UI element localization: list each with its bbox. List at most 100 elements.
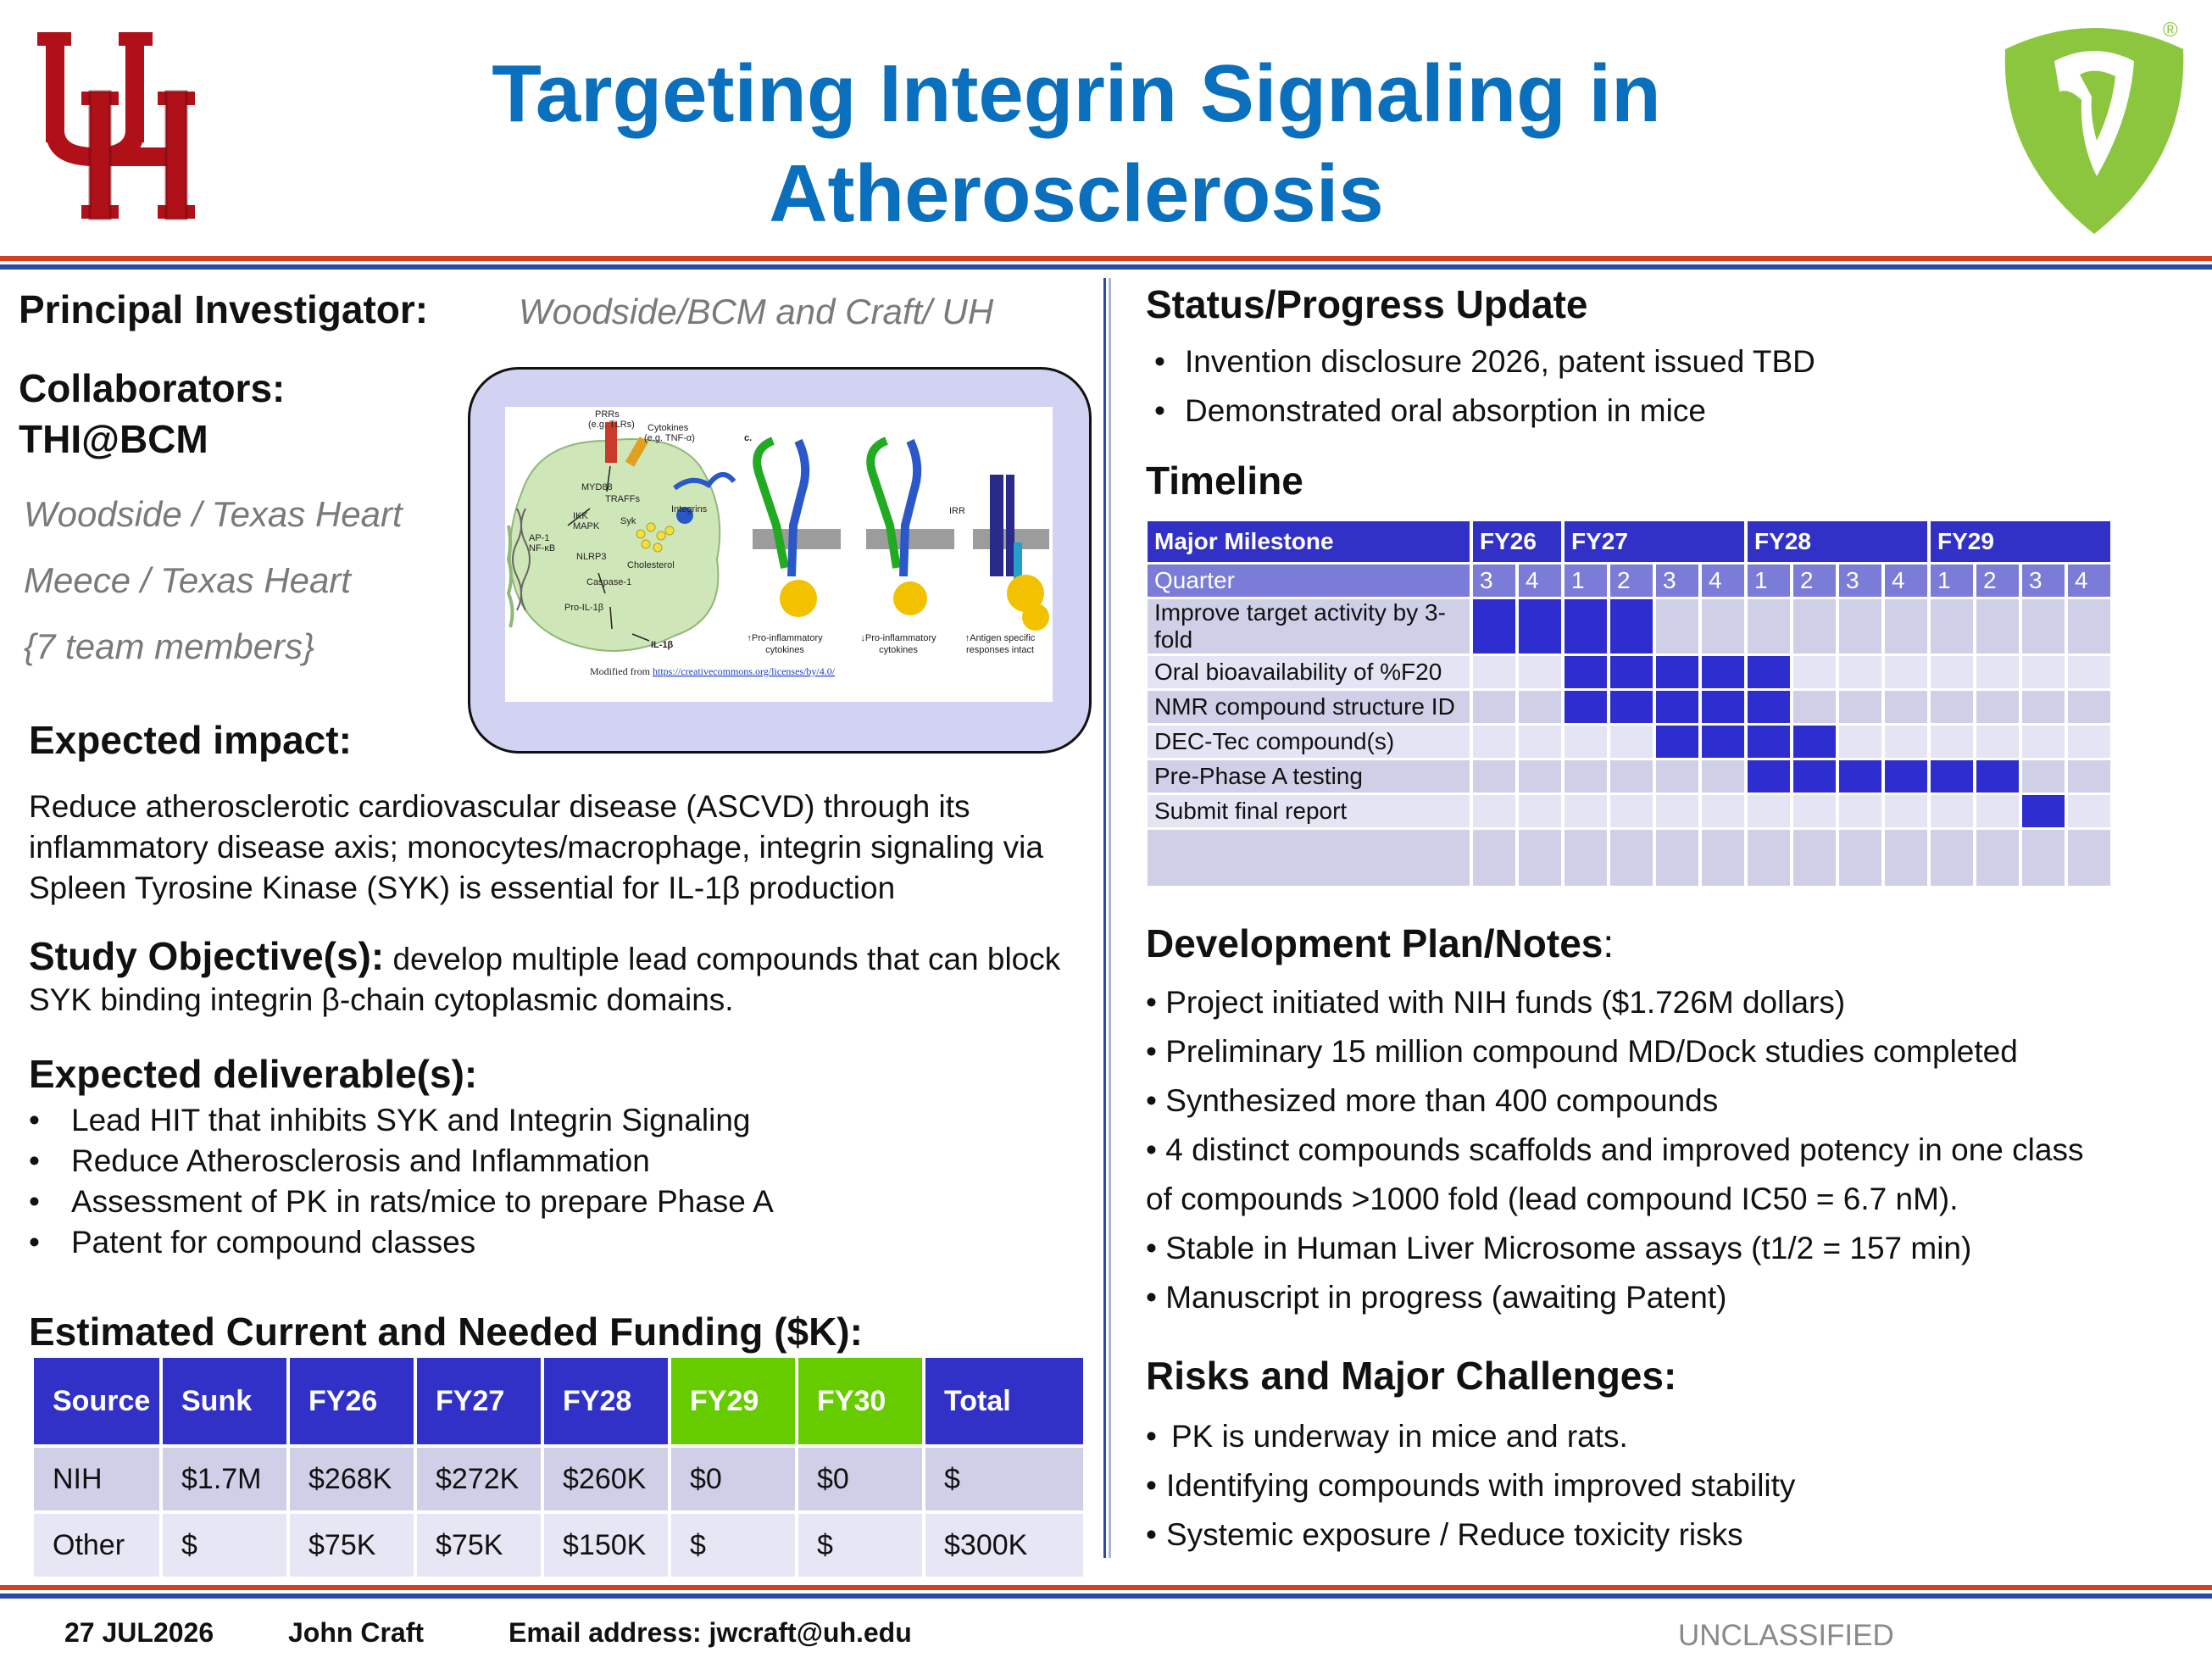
integrin-pathway-diagram-icon: PRRs (e.g. TLRs) Cytokines (e.g. TNF-α) … <box>506 409 1049 677</box>
funding-cell: $ <box>163 1514 286 1577</box>
milestone-active-cell <box>1565 599 1607 654</box>
milestone-row: Submit final report <box>1148 795 2110 827</box>
milestone-cell <box>1473 726 1515 758</box>
milestone-label: Improve target activity by 3-fold <box>1148 599 1470 654</box>
milestone-active-cell <box>1565 691 1607 723</box>
quarter-cell: 2 <box>1610 565 1653 597</box>
pi-label: Principal Investigator: <box>19 287 429 331</box>
milestone-cell <box>1656 599 1698 654</box>
funding-header-row: Source Sunk FY26 FY27 FY28 FY29 FY30 Tot… <box>34 1358 1083 1444</box>
milestone-label: Oral bioavailability of %F20 <box>1148 656 1470 688</box>
fig-label-nfkb: NF-κB <box>529 543 555 553</box>
fig-caption-1a: ↑Pro-inflammatory <box>747 633 823 643</box>
milestone-cell <box>1839 599 1881 654</box>
timeline-table: Major Milestone FY26 FY27 FY28 FY29 Quar… <box>1144 519 2114 888</box>
funding-cell: $ <box>925 1448 1083 1510</box>
milestone-cell <box>1885 795 1927 827</box>
milestone-cell <box>2022 760 2065 793</box>
funding-header-cell: FY30 <box>798 1358 922 1444</box>
fig-label-caspase: Caspase-1 <box>586 577 631 587</box>
funding-cell: $0 <box>671 1448 795 1510</box>
milestone-cell <box>1885 656 1927 688</box>
dev-item: • Project initiated with NIH funds ($1.7… <box>1146 985 1846 1020</box>
milestone-cell <box>1839 830 1881 886</box>
risk-item: Systemic exposure / Reduce toxicity risk… <box>1146 1510 2197 1560</box>
fig-label-proil: Pro-IL-1β <box>564 603 603 613</box>
milestone-active-cell <box>1519 599 1561 654</box>
pi-value: Woodside/BCM and Craft/ UH <box>519 292 994 331</box>
milestone-cell <box>1793 656 1836 688</box>
milestone-cell <box>1748 795 1790 827</box>
status-list: Invention disclosure 2026, patent issued… <box>1154 337 2171 436</box>
milestone-cell <box>1473 795 1515 827</box>
funding-header-cell: FY27 <box>417 1358 541 1444</box>
milestone-cell <box>1793 691 1836 723</box>
milestone-cell <box>1702 599 1744 654</box>
page-title-line1: Targeting Integrin Signaling in <box>492 48 1661 139</box>
milestone-row: Oral bioavailability of %F20 <box>1148 656 2110 688</box>
milestone-active-cell <box>1473 599 1515 654</box>
milestone-cell <box>1702 760 1744 793</box>
milestone-cell <box>1976 691 2019 723</box>
milestone-active-cell <box>1793 726 1836 758</box>
fig-label-traffs: TRAFFs <box>605 494 640 504</box>
milestone-cell <box>2022 691 2065 723</box>
risk-item: Identifying compounds with improved stab… <box>1146 1461 2197 1510</box>
quarter-label: Quarter <box>1148 565 1470 597</box>
timeline-year-cell: FY28 <box>1748 521 1927 562</box>
quarter-cell: 4 <box>2068 565 2110 597</box>
milestone-active-cell <box>2022 795 2065 827</box>
footer-name: John Craft <box>288 1617 424 1648</box>
deliverable-item: Assessment of PK in rats/mice to prepare… <box>29 1182 1088 1222</box>
funding-cell: $268K <box>290 1448 414 1510</box>
footer-date: 27 JUL2026 <box>64 1617 214 1648</box>
milestone-cell <box>1839 691 1881 723</box>
fig-label-cytokines: Cytokines <box>647 423 689 433</box>
milestone-label: DEC-Tec compound(s) <box>1148 726 1470 758</box>
milestone-active-cell <box>1748 691 1790 723</box>
fig-caption-3b: responses intact <box>966 645 1034 655</box>
funding-header-cell: FY29 <box>671 1358 795 1444</box>
timeline-year-cell: FY26 <box>1473 521 1561 562</box>
funding-table: Source Sunk FY26 FY27 FY28 FY29 FY30 Tot… <box>31 1354 1087 1580</box>
funding-header-cell: FY28 <box>544 1358 668 1444</box>
dev-label-block: Development Plan/Notes: <box>1146 920 1614 966</box>
milestone-cell <box>1656 830 1698 886</box>
milestone-cell <box>2068 726 2110 758</box>
milestone-active-cell <box>1748 726 1790 758</box>
dev-item: • Synthesized more than 400 compounds <box>1146 1083 1719 1118</box>
milestone-row: NMR compound structure ID <box>1148 691 2110 723</box>
quarter-cell: 2 <box>1976 565 2019 597</box>
milestone-active-cell <box>1793 760 1836 793</box>
impact-text: Reduce atherosclerotic cardiovascular di… <box>29 789 1043 905</box>
objective-block: Study Objective(s): develop multiple lea… <box>29 936 1088 1021</box>
quarter-cell: 1 <box>1748 565 1790 597</box>
funding-cell: $150K <box>544 1514 668 1577</box>
fig-label-cholesterol: Cholesterol <box>627 560 675 570</box>
milestone-cell <box>1793 830 1836 886</box>
milestone-cell <box>1519 726 1561 758</box>
milestone-active-cell <box>1976 760 2019 793</box>
milestone-cell <box>1656 795 1698 827</box>
quarter-cell: 3 <box>2022 565 2065 597</box>
milestone-cell <box>1931 830 1973 886</box>
funding-cell: $ <box>798 1514 922 1577</box>
milestone-active-cell <box>1885 760 1927 793</box>
milestone-cell <box>1610 760 1653 793</box>
fig-credit-link[interactable]: https://creativecommons.org/licenses/by/… <box>653 665 836 677</box>
funding-header-cell: Total <box>925 1358 1083 1444</box>
milestone-label: NMR compound structure ID <box>1148 691 1470 723</box>
timeline-year-cell: FY27 <box>1565 521 1744 562</box>
collaborator-item: Meece / Texas Heart <box>24 560 351 600</box>
milestone-cell <box>1473 830 1515 886</box>
footer-email: Email address: jwcraft@uh.edu <box>509 1617 912 1648</box>
collaborator-item: Woodside / Texas Heart <box>24 494 403 534</box>
header-stripe <box>0 256 2212 270</box>
funding-cell: Other <box>34 1514 159 1577</box>
dev-item: • Stable in Human Liver Microsome assays… <box>1146 1231 1972 1265</box>
milestone-cell <box>1748 830 1790 886</box>
funding-label: Estimated Current and Needed Funding ($K… <box>29 1310 863 1354</box>
milestone-cell <box>1976 599 2019 654</box>
funding-row: Other $ $75K $75K $150K $ $ $300K <box>34 1514 1083 1577</box>
column-divider <box>1103 278 1106 1558</box>
